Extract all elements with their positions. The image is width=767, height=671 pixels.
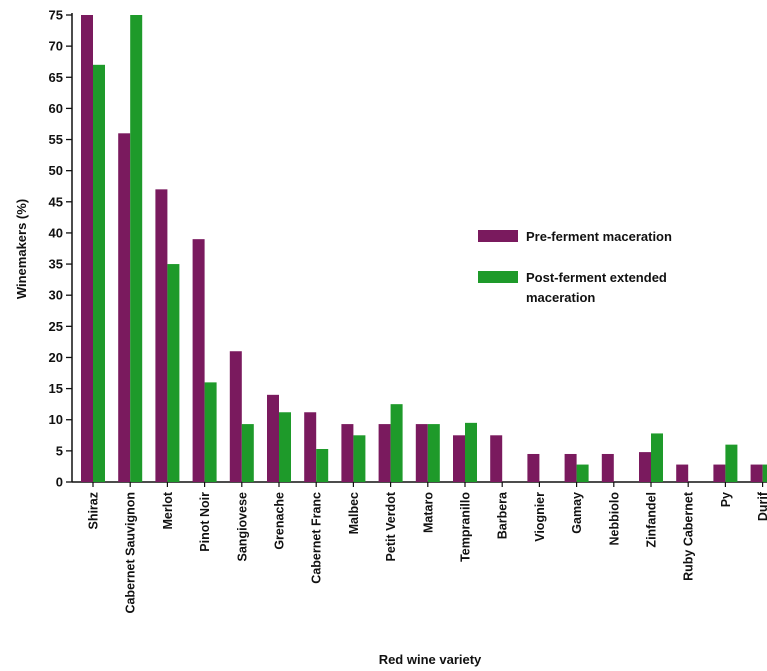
x-tick-label: Malbec — [347, 492, 361, 534]
y-axis: 0 5 10 15 20 25 30 35 40 45 50 55 60 65 70 75 — [49, 8, 73, 490]
bar-malbec-pre — [341, 424, 354, 482]
bar-malbec-post — [353, 435, 366, 482]
x-tick-label: Viognier — [533, 492, 547, 542]
bar-petit-verdot-post — [390, 404, 403, 482]
x-axis-title: Red wine variety — [379, 652, 482, 667]
y-tick-label: 45 — [49, 194, 63, 209]
x-tick-label: Py — [719, 492, 733, 507]
x-tick-label: Cabernet Sauvignon — [124, 492, 138, 614]
y-axis-title: Winemakers (%) — [14, 199, 29, 299]
bar-nebbiolo-pre — [601, 453, 614, 482]
legend-label: maceration — [526, 290, 595, 305]
bar-sangiovese-post — [241, 424, 254, 482]
x-tick-label: Grenache — [273, 492, 287, 550]
x-tick-label: Durif — [756, 491, 767, 521]
bar-petit-verdot-pre — [378, 424, 391, 482]
bar-pinot-noir-post — [204, 382, 217, 482]
y-tick-label: 30 — [49, 288, 63, 303]
y-tick-label: 40 — [49, 225, 63, 240]
x-tick-label: Shiraz — [87, 492, 101, 530]
x-tick-label: Cabernet Franc — [310, 492, 324, 584]
bar-shiraz-pre — [81, 15, 93, 482]
x-tick-label: Nebbiolo — [607, 492, 621, 546]
bar-viognier-pre — [527, 453, 540, 482]
bar-grenache-pre — [267, 394, 279, 482]
y-tick-label: 35 — [49, 257, 63, 272]
y-tick-label: 20 — [49, 350, 63, 365]
y-tick-label: 75 — [49, 8, 63, 23]
x-tick-label: Barbera — [496, 491, 510, 539]
y-tick-label: 60 — [49, 101, 63, 116]
bar-pinot-noir-pre — [192, 239, 205, 482]
bar-grenache-post — [279, 412, 291, 482]
x-tick-label: Tempranillo — [459, 492, 473, 562]
bar-cabernet-franc-post — [316, 448, 329, 482]
legend-swatch — [478, 271, 518, 283]
bar-cabernet-sauvignon-post — [130, 15, 143, 482]
y-tick-label: 5 — [56, 443, 63, 458]
x-tick-label: Ruby Cabernet — [682, 491, 696, 581]
bar-py-post — [725, 444, 738, 482]
y-tick-label: 55 — [49, 132, 63, 147]
y-tick-label: 15 — [49, 381, 63, 396]
bar-durif-post — [762, 464, 767, 482]
bar-gamay-pre — [564, 453, 577, 482]
y-tick-label: 50 — [49, 163, 63, 178]
x-tick-label: Merlot — [161, 491, 175, 529]
legend-label: Pre-ferment maceration — [526, 229, 672, 244]
y-tick-label: 70 — [49, 39, 63, 54]
x-tick-label: Pinot Noir — [198, 492, 212, 552]
bar-shiraz-post — [93, 64, 105, 483]
bar-barbera-pre — [490, 435, 503, 482]
bars — [81, 15, 767, 483]
x-tick-label: Sangiovese — [235, 492, 249, 562]
y-tick-label: 25 — [49, 319, 63, 334]
bar-gamay-post — [576, 464, 589, 482]
bar-mataro-post — [427, 424, 440, 482]
bar-merlot-pre — [155, 189, 168, 482]
bar-zinfandel-post — [651, 433, 663, 482]
y-tick-label: 0 — [56, 475, 63, 490]
bar-cabernet-sauvignon-pre — [118, 133, 131, 482]
bar-cabernet-franc-pre — [304, 412, 317, 482]
bar-mataro-pre — [415, 424, 428, 482]
x-tick-label: Mataro — [421, 492, 435, 533]
x-tick-label: Zinfandel — [645, 492, 659, 548]
bar-merlot-post — [167, 264, 180, 482]
bar-tempranillo-post — [465, 422, 477, 482]
legend: Pre-ferment maceration Post-ferment exten… — [478, 229, 672, 305]
bar-sangiovese-pre — [229, 351, 242, 482]
x-tick-label: Petit Verdot — [384, 491, 398, 561]
bar-durif-pre — [750, 464, 763, 482]
bar-tempranillo-pre — [453, 435, 465, 482]
bar-zinfandel-pre — [639, 452, 651, 482]
bar-ruby-cabernet-pre — [676, 464, 689, 482]
legend-swatch — [478, 230, 518, 242]
y-tick-label: 65 — [49, 70, 63, 85]
x-axis: Shiraz Cabernet Sauvignon Merlot Pinot Noir… — [72, 481, 767, 614]
x-tick-label: Gamay — [570, 492, 584, 534]
bar-py-pre — [713, 464, 726, 482]
legend-label: Post-ferment extended — [526, 270, 667, 285]
y-tick-label: 10 — [49, 412, 63, 427]
